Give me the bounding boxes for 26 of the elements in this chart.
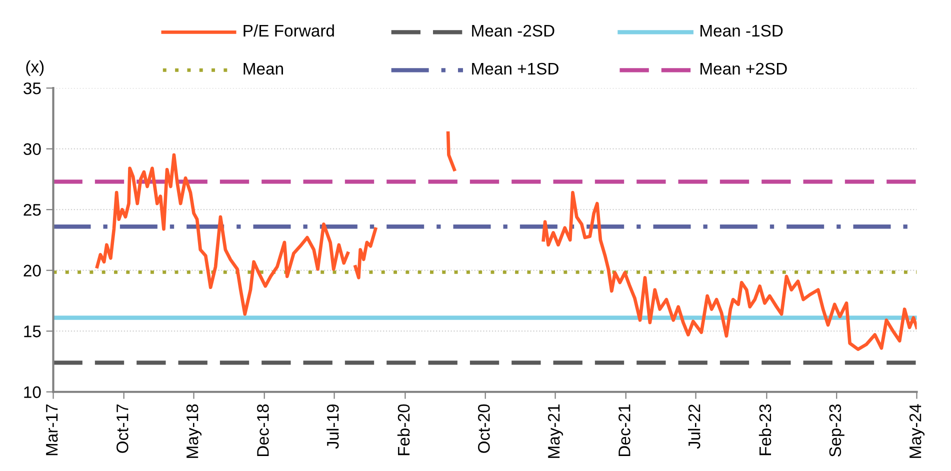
x-tick-label: May-24 (909, 404, 925, 458)
x-tick-label: Dec-21 (618, 404, 630, 456)
x-tick-label: Jul-19 (326, 404, 339, 449)
x-tick-label: Feb-23 (758, 404, 772, 456)
x-tick-label: Sep-23 (829, 404, 844, 457)
legend-label: P/E Forward (244, 24, 334, 37)
x-tick-label: May-21 (548, 404, 564, 458)
legend-label: Mean +2SD (700, 62, 787, 75)
x-tick-label: Oct-20 (478, 404, 490, 453)
x-tick-label: Dec-18 (257, 404, 269, 456)
x-tick-label: Jul-22 (688, 404, 700, 449)
x-tick-label: May-18 (186, 404, 202, 458)
x-tick-label: Oct-17 (116, 404, 128, 453)
x-tick-label: Feb-20 (397, 404, 410, 456)
x-tick-label: Mar-17 (46, 404, 58, 456)
legend-label: Mean -1SD (700, 24, 783, 37)
y-axis-title: (x) (26, 60, 44, 76)
legend-label: Mean -2SD (472, 24, 554, 37)
y-tick-label: 20 (24, 264, 41, 277)
y-tick-label: 30 (24, 143, 41, 156)
legend-label: Mean +1SD (472, 62, 558, 75)
legend-label: Mean (244, 62, 283, 75)
y-tick-label: 25 (24, 204, 41, 216)
y-tick-label: 15 (24, 326, 41, 338)
y-tick-label: 35 (24, 82, 41, 94)
y-tick-label: 10 (24, 386, 41, 398)
